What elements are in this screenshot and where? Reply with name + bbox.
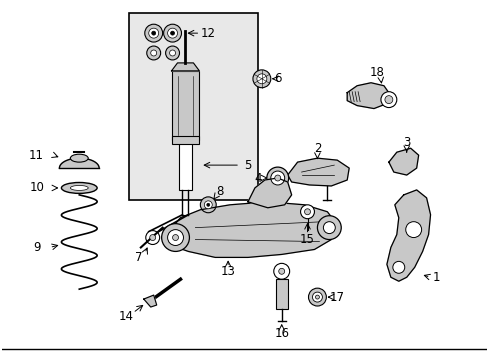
Circle shape: [380, 92, 396, 108]
Circle shape: [149, 235, 155, 240]
Circle shape: [200, 197, 216, 213]
Circle shape: [273, 264, 289, 279]
Text: 17: 17: [329, 291, 344, 303]
Circle shape: [315, 295, 319, 299]
Text: 11: 11: [29, 149, 44, 162]
Bar: [171, 71, 199, 140]
Polygon shape: [143, 295, 156, 307]
Circle shape: [167, 28, 177, 38]
Text: 16: 16: [274, 327, 288, 340]
Polygon shape: [386, 190, 429, 281]
Circle shape: [148, 28, 158, 38]
Polygon shape: [168, 202, 337, 257]
Text: 14: 14: [118, 310, 133, 323]
Circle shape: [392, 261, 404, 273]
Polygon shape: [247, 178, 291, 208]
Circle shape: [165, 46, 179, 60]
Circle shape: [151, 31, 155, 35]
Circle shape: [384, 96, 392, 104]
Circle shape: [317, 216, 341, 239]
Circle shape: [144, 24, 163, 42]
Circle shape: [204, 201, 212, 209]
Text: 6: 6: [273, 72, 281, 85]
Circle shape: [172, 235, 178, 240]
Bar: [275, 279, 287, 309]
Ellipse shape: [70, 185, 88, 190]
Text: 13: 13: [220, 265, 235, 278]
Text: 9: 9: [33, 241, 41, 254]
Circle shape: [312, 292, 322, 302]
Text: 18: 18: [369, 66, 384, 79]
Ellipse shape: [61, 183, 97, 193]
Text: 7: 7: [135, 251, 142, 264]
Polygon shape: [60, 158, 99, 168]
Text: 4: 4: [254, 171, 261, 185]
Text: 15: 15: [300, 233, 314, 246]
Circle shape: [323, 222, 335, 234]
Circle shape: [167, 230, 183, 246]
Text: 12: 12: [201, 27, 215, 40]
Circle shape: [162, 224, 189, 251]
Circle shape: [274, 175, 280, 181]
Circle shape: [405, 222, 421, 238]
Text: 8: 8: [216, 185, 224, 198]
Text: 10: 10: [29, 181, 44, 194]
Ellipse shape: [70, 154, 88, 162]
Bar: [178, 140, 192, 190]
Circle shape: [163, 24, 181, 42]
Circle shape: [304, 209, 310, 215]
Circle shape: [308, 288, 325, 306]
Circle shape: [145, 231, 160, 244]
Text: 3: 3: [402, 136, 409, 149]
Polygon shape: [346, 83, 390, 109]
Circle shape: [170, 31, 174, 35]
Circle shape: [169, 50, 175, 56]
Circle shape: [150, 50, 156, 56]
Circle shape: [146, 46, 161, 60]
Circle shape: [252, 70, 270, 88]
Circle shape: [266, 167, 288, 189]
Circle shape: [256, 74, 266, 84]
Polygon shape: [388, 148, 418, 175]
Circle shape: [206, 203, 209, 206]
Text: 2: 2: [313, 142, 321, 155]
Polygon shape: [171, 63, 199, 71]
Circle shape: [300, 205, 314, 219]
Circle shape: [270, 171, 284, 185]
Bar: [171, 136, 199, 144]
Polygon shape: [287, 158, 348, 186]
Text: 5: 5: [244, 159, 251, 172]
Text: 1: 1: [432, 271, 439, 284]
Circle shape: [278, 268, 284, 274]
Bar: [129, 13, 257, 200]
